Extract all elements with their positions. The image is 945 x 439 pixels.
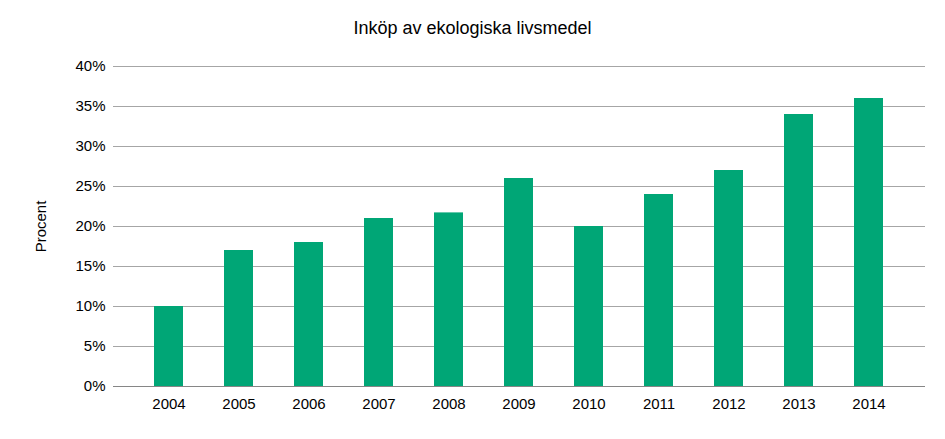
svg-text:30%: 30%	[75, 137, 105, 154]
svg-text:5%: 5%	[84, 337, 106, 354]
svg-text:2013: 2013	[782, 395, 815, 412]
svg-text:Procent: Procent	[32, 200, 49, 253]
html-text:Inköp av ekologiska livsmedel: Inköp av ekologiska livsmedel	[353, 18, 592, 38]
svg-text:2006: 2006	[292, 395, 325, 412]
svg-text:35%: 35%	[75, 97, 105, 114]
svg-text:2008: 2008	[432, 395, 465, 412]
svg-text:25%: 25%	[75, 177, 105, 194]
svg-text:0%: 0%	[84, 377, 106, 394]
svg-text:15%: 15%	[75, 257, 105, 274]
svg-text:2011: 2011	[643, 395, 675, 412]
svg-text:2012: 2012	[712, 395, 745, 412]
svg-text:2010: 2010	[572, 395, 605, 412]
svg-text:2004: 2004	[152, 395, 185, 412]
svg-text:2007: 2007	[362, 395, 395, 412]
svg-text:2009: 2009	[502, 395, 535, 412]
svg-text:2014: 2014	[852, 395, 885, 412]
svg-text:2005: 2005	[222, 395, 255, 412]
svg-text:10%: 10%	[75, 297, 105, 314]
svg-text:40%: 40%	[75, 57, 105, 74]
svg-text:20%: 20%	[75, 217, 105, 234]
